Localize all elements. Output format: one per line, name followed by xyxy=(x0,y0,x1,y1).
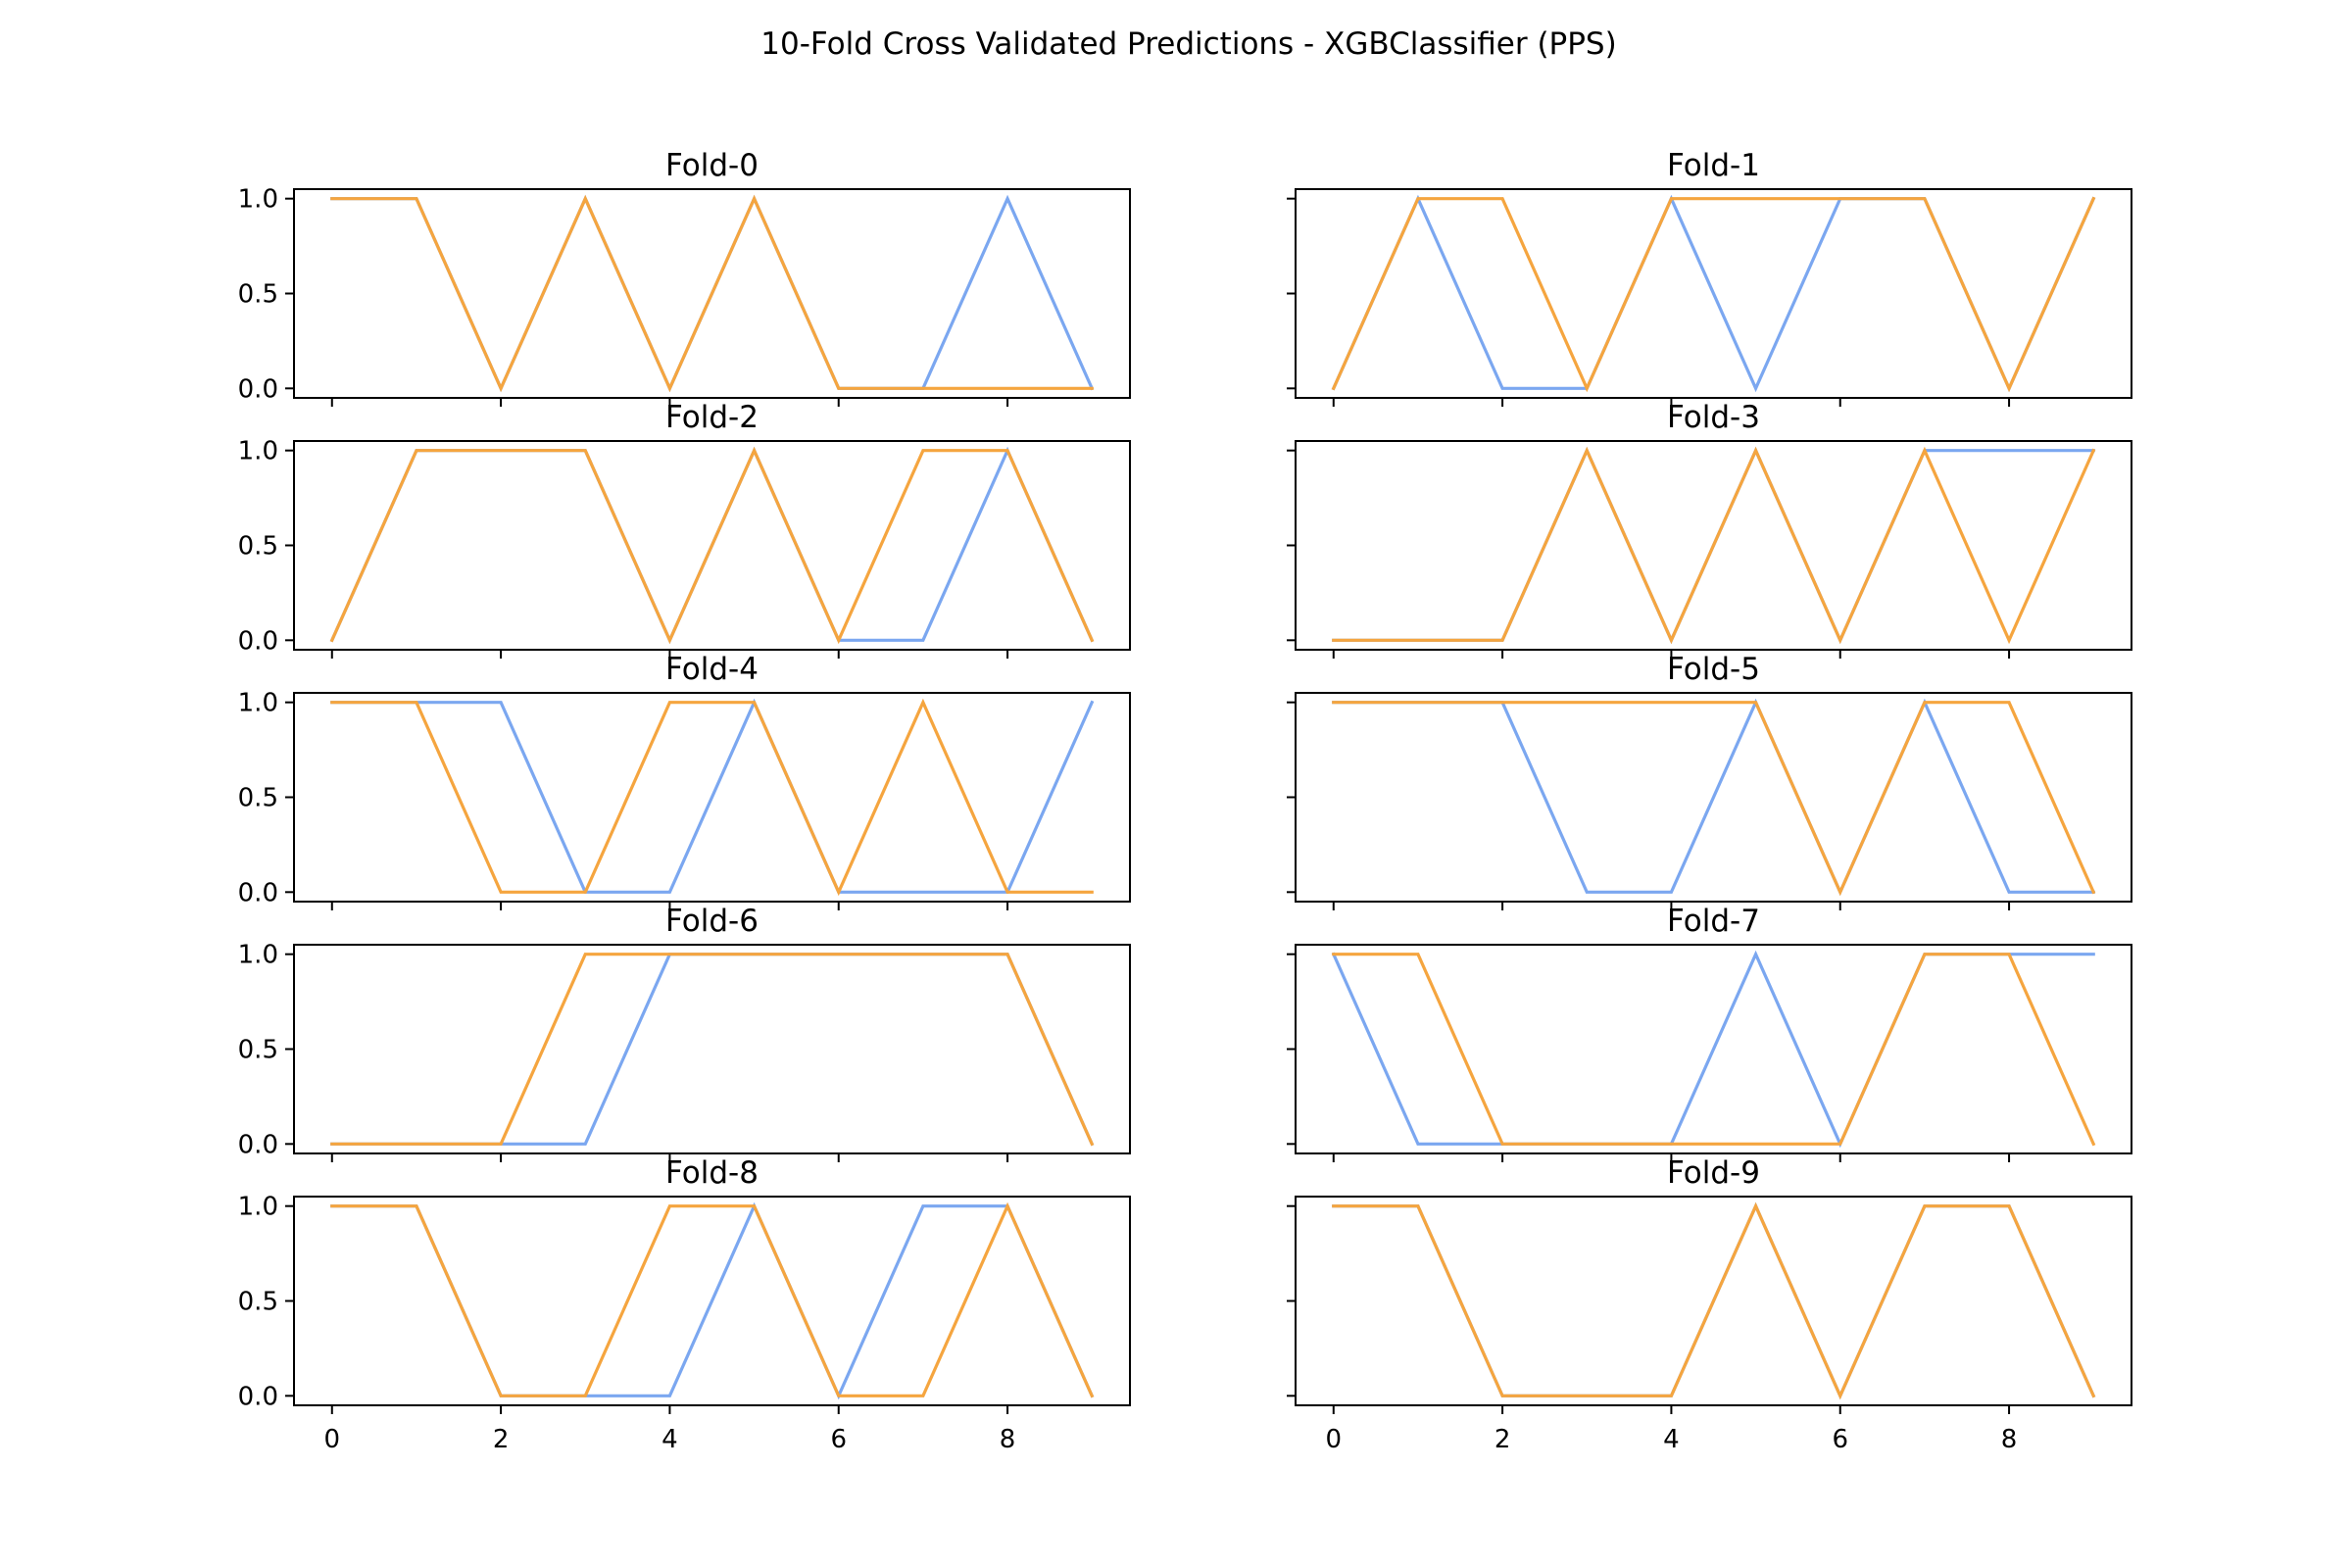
series-line-blue xyxy=(1331,950,2095,1149)
subplot-title: Fold-8 xyxy=(665,1155,759,1191)
subplot-title: Fold-0 xyxy=(665,148,759,183)
series-line-orange xyxy=(330,1201,1095,1398)
axes-frame xyxy=(1295,188,2132,399)
subplot-title: Fold-4 xyxy=(665,652,759,687)
x-tick-label: 2 xyxy=(493,1425,510,1454)
subplot-grid: Fold-00.00.51.0Fold-1Fold-20.00.51.0Fold… xyxy=(238,148,2132,1454)
axes-frame xyxy=(293,440,1131,651)
series-line-orange xyxy=(1332,953,2096,1147)
figure-title: 10-Fold Cross Validated Predictions - XG… xyxy=(760,26,1616,62)
y-tick-label: 0.0 xyxy=(238,1130,278,1159)
x-tick-label: 4 xyxy=(662,1425,678,1454)
subplot-fold-1: Fold-1 xyxy=(1287,148,2132,407)
y-tick-label: 1.0 xyxy=(238,689,278,718)
series-line-orange xyxy=(1332,1201,2096,1400)
x-tick-label: 6 xyxy=(1832,1425,1848,1454)
x-tick-label: 8 xyxy=(1000,1425,1016,1454)
axes-frame xyxy=(1295,944,2132,1154)
y-tick-label: 0.5 xyxy=(238,280,278,310)
y-tick-label: 0.0 xyxy=(238,374,278,404)
subplot-fold-3: Fold-3 xyxy=(1287,400,2132,659)
subplot-title: Fold-6 xyxy=(665,904,759,939)
series-line-orange xyxy=(1332,701,2096,897)
series-line-orange xyxy=(329,446,1095,645)
x-tick-label: 0 xyxy=(323,1425,340,1454)
subplot-fold-6: Fold-6 0.0 0.5 1.0 xyxy=(238,904,1131,1162)
x-tick-label: 0 xyxy=(1325,1425,1342,1454)
y-tick-label: 1.0 xyxy=(238,185,278,215)
axes-frame xyxy=(293,188,1131,399)
y-tick-label: 0.5 xyxy=(238,784,278,813)
subplot-title: Fold-1 xyxy=(1667,148,1760,183)
x-tick-label: 8 xyxy=(2001,1425,2018,1454)
series-line-orange xyxy=(1332,446,2096,645)
axes-frame xyxy=(293,1196,1131,1406)
subplot-title: Fold-7 xyxy=(1667,904,1760,939)
x-tick-label: 2 xyxy=(1494,1425,1511,1454)
subplot-fold-9: Fold-9 0 2 4 6 8 xyxy=(1287,1155,2132,1454)
series-line-blue xyxy=(330,1201,1095,1400)
subplot-title: Fold-5 xyxy=(1667,652,1760,687)
y-tick-label: 1.0 xyxy=(238,437,278,466)
y-tick-label: 0.0 xyxy=(238,626,278,656)
x-tick-label: 4 xyxy=(1663,1425,1680,1454)
series-line-orange xyxy=(330,194,1094,393)
subplot-fold-7: Fold-7 xyxy=(1287,904,2132,1162)
axes-frame xyxy=(1295,692,2132,903)
axes-frame xyxy=(1295,440,2132,651)
series-line-orange xyxy=(330,953,1095,1147)
series-line-blue xyxy=(1332,698,2095,897)
y-tick-label: 0.0 xyxy=(238,878,278,907)
y-tick-label: 0.5 xyxy=(238,1036,278,1065)
subplot-title: Fold-2 xyxy=(665,400,759,435)
y-tick-label: 1.0 xyxy=(238,1193,278,1222)
y-tick-label: 0.5 xyxy=(238,1288,278,1317)
subplot-fold-5: Fold-5 xyxy=(1287,652,2132,910)
subplot-fold-4: Fold-4 0.0 0.5 1.0 xyxy=(238,652,1131,910)
series-line-blue xyxy=(330,698,1095,894)
axes-frame xyxy=(293,692,1131,903)
x-tick-label: 6 xyxy=(830,1425,847,1454)
series-line-orange xyxy=(1331,196,2096,393)
subplot-title: Fold-9 xyxy=(1667,1155,1760,1191)
subplot-fold-0: Fold-0 0.0 0.5 1.0 xyxy=(238,148,1131,407)
y-tick-label: 0.5 xyxy=(238,532,278,562)
y-tick-label: 1.0 xyxy=(238,941,278,970)
y-tick-label: 0.0 xyxy=(238,1382,278,1411)
axes-frame xyxy=(293,944,1131,1154)
subplot-fold-2: Fold-2 0.0 0.5 1.0 xyxy=(238,400,1131,659)
series-line-blue xyxy=(330,953,1095,1147)
series-line-orange xyxy=(330,698,1094,897)
subplot-fold-8: Fold-8 0.0 0.5 1.0 0 2 4 6 8 xyxy=(238,1155,1131,1454)
subplot-title: Fold-3 xyxy=(1667,400,1760,435)
series-line-blue xyxy=(1331,194,2096,393)
axes-frame xyxy=(1295,1196,2132,1406)
